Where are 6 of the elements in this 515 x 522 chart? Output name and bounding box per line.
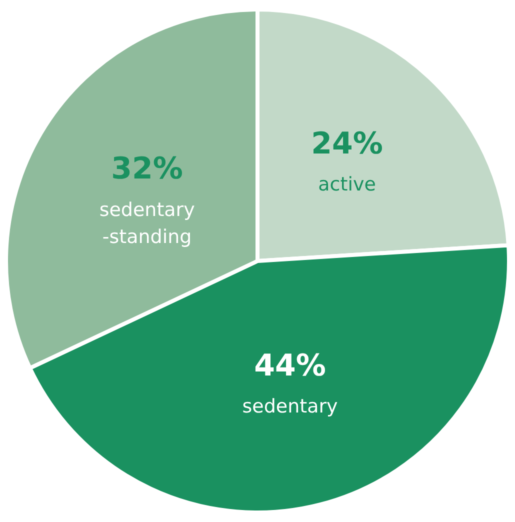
slice-label: sedentary-standing [99,198,195,248]
slice-label: sedentary [242,396,338,418]
data-label: 24% [311,126,383,162]
data-label: 44% [254,348,326,384]
data-label: 32% [111,152,183,187]
slice-label: active [318,174,376,196]
